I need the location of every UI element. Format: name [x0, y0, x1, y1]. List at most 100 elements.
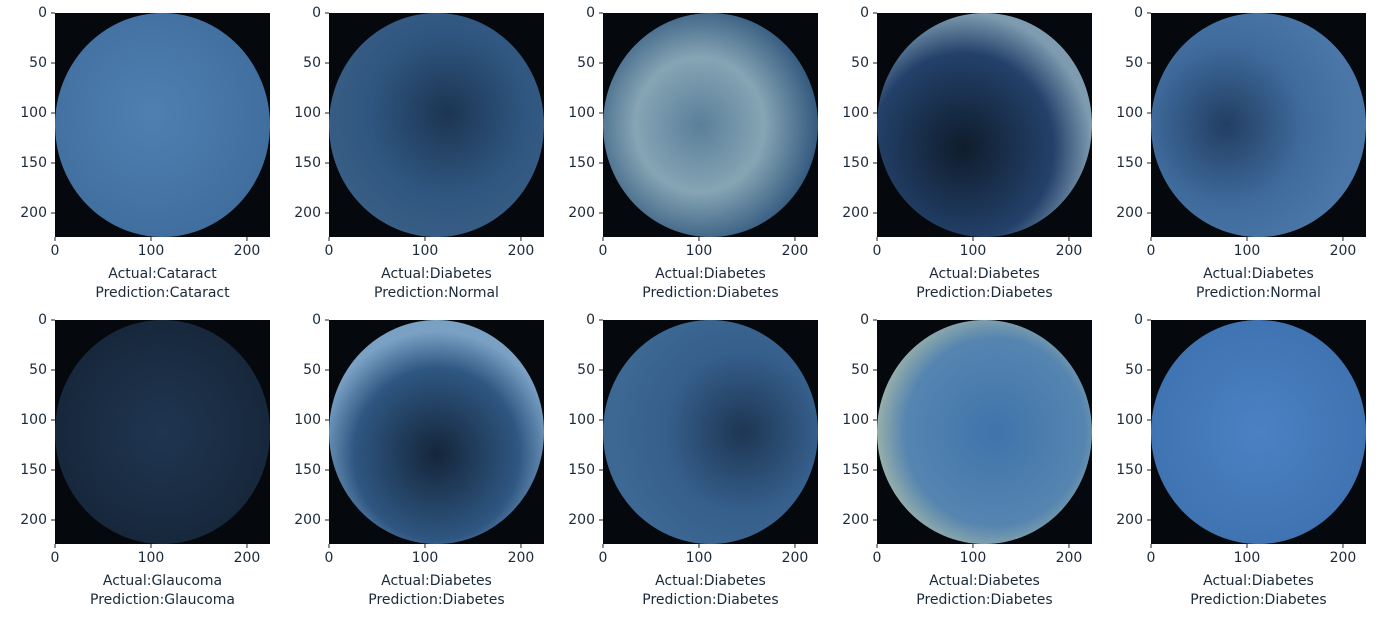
- y-tick-label: 200: [842, 205, 869, 221]
- y-tick-label: 200: [20, 512, 47, 528]
- y-tick-label: 200: [568, 205, 595, 221]
- y-tick-label: 200: [842, 512, 869, 528]
- y-tick-label: 100: [568, 412, 595, 428]
- x-tick-label: 100: [960, 550, 987, 566]
- x-axis-label: Actual:Diabetes: [1203, 573, 1314, 589]
- fundus-image: [1151, 13, 1366, 237]
- y-tick-label: 50: [1125, 55, 1143, 71]
- y-tick-label: 200: [1116, 512, 1143, 528]
- x-tick-label: 100: [960, 243, 987, 259]
- x-tick-label: 200: [508, 550, 535, 566]
- x-tick-label: 100: [686, 243, 713, 259]
- y-tick-label: 150: [1116, 462, 1143, 478]
- x-tick-label: 0: [599, 550, 608, 566]
- y-tick-label: 50: [1125, 362, 1143, 378]
- y-tick-label: 200: [20, 205, 47, 221]
- x-tick-label: 100: [1234, 243, 1261, 259]
- y-tick-label: 50: [303, 362, 321, 378]
- x-axis-label: Prediction:Normal: [374, 285, 499, 301]
- x-axis-label: Prediction:Diabetes: [916, 285, 1052, 301]
- y-tick-label: 50: [303, 55, 321, 71]
- x-axis-label: Actual:Diabetes: [929, 573, 1040, 589]
- x-tick-label: 100: [1234, 550, 1261, 566]
- x-tick-label: 200: [1330, 550, 1357, 566]
- x-tick-label: 100: [412, 550, 439, 566]
- x-tick-label: 200: [234, 243, 261, 259]
- y-tick-label: 100: [20, 412, 47, 428]
- y-tick-label: 0: [312, 5, 321, 21]
- y-tick-label: 100: [568, 105, 595, 121]
- y-tick-label: 50: [851, 362, 869, 378]
- x-axis-label: Actual:Diabetes: [655, 573, 766, 589]
- x-axis-label: Actual:Diabetes: [381, 573, 492, 589]
- x-axis-label: Actual:Diabetes: [1203, 266, 1314, 282]
- fundus-image: [877, 320, 1092, 544]
- fundus-image: [1151, 320, 1366, 544]
- y-tick-label: 200: [294, 205, 321, 221]
- y-tick-label: 200: [294, 512, 321, 528]
- y-tick-label: 200: [1116, 205, 1143, 221]
- y-tick-label: 200: [568, 512, 595, 528]
- x-tick-label: 200: [782, 243, 809, 259]
- y-tick-label: 0: [860, 312, 869, 328]
- x-tick-label: 0: [325, 550, 334, 566]
- y-tick-label: 0: [312, 312, 321, 328]
- y-tick-label: 150: [294, 155, 321, 171]
- x-axis-label: Prediction:Diabetes: [368, 592, 504, 608]
- y-tick-label: 0: [1134, 312, 1143, 328]
- y-tick-label: 150: [842, 155, 869, 171]
- x-tick-label: 200: [1056, 243, 1083, 259]
- x-axis-label: Prediction:Normal: [1196, 285, 1321, 301]
- y-tick-label: 150: [568, 462, 595, 478]
- x-tick-label: 100: [138, 243, 165, 259]
- fundus-image: [55, 13, 270, 237]
- x-tick-label: 200: [782, 550, 809, 566]
- x-axis-label: Prediction:Diabetes: [916, 592, 1052, 608]
- x-tick-label: 0: [599, 243, 608, 259]
- x-axis-label: Actual:Diabetes: [929, 266, 1040, 282]
- y-tick-label: 150: [20, 462, 47, 478]
- y-tick-label: 150: [568, 155, 595, 171]
- y-tick-label: 0: [586, 5, 595, 21]
- y-tick-label: 50: [577, 55, 595, 71]
- fundus-image: [603, 13, 818, 237]
- y-tick-label: 0: [1134, 5, 1143, 21]
- y-tick-label: 150: [20, 155, 47, 171]
- x-tick-label: 0: [51, 243, 60, 259]
- y-tick-label: 50: [851, 55, 869, 71]
- y-tick-label: 100: [20, 105, 47, 121]
- fundus-image: [877, 13, 1092, 237]
- y-tick-label: 100: [842, 105, 869, 121]
- x-tick-label: 0: [873, 243, 882, 259]
- x-tick-label: 200: [1330, 243, 1357, 259]
- x-axis-label: Prediction:Cataract: [95, 285, 230, 301]
- y-tick-label: 100: [1116, 412, 1143, 428]
- x-tick-label: 200: [234, 550, 261, 566]
- x-tick-label: 100: [412, 243, 439, 259]
- x-tick-label: 0: [1147, 243, 1156, 259]
- y-tick-label: 100: [1116, 105, 1143, 121]
- y-tick-label: 50: [577, 362, 595, 378]
- x-tick-label: 0: [325, 243, 334, 259]
- fundus-image: [329, 13, 544, 237]
- y-tick-label: 150: [842, 462, 869, 478]
- fundus-image: [603, 320, 818, 544]
- x-axis-label: Actual:Glaucoma: [103, 573, 222, 589]
- y-tick-label: 50: [29, 55, 47, 71]
- y-tick-label: 100: [294, 105, 321, 121]
- x-tick-label: 200: [1056, 550, 1083, 566]
- x-axis-label: Prediction:Diabetes: [642, 592, 778, 608]
- x-tick-label: 100: [138, 550, 165, 566]
- y-tick-label: 0: [586, 312, 595, 328]
- fundus-image: [329, 320, 544, 544]
- fundus-image: [55, 320, 270, 544]
- y-tick-label: 0: [38, 312, 47, 328]
- y-tick-label: 150: [1116, 155, 1143, 171]
- x-axis-label: Prediction:Diabetes: [642, 285, 778, 301]
- x-axis-label: Actual:Cataract: [108, 266, 217, 282]
- y-tick-label: 100: [294, 412, 321, 428]
- x-axis-label: Actual:Diabetes: [655, 266, 766, 282]
- x-tick-label: 200: [508, 243, 535, 259]
- y-tick-label: 50: [29, 362, 47, 378]
